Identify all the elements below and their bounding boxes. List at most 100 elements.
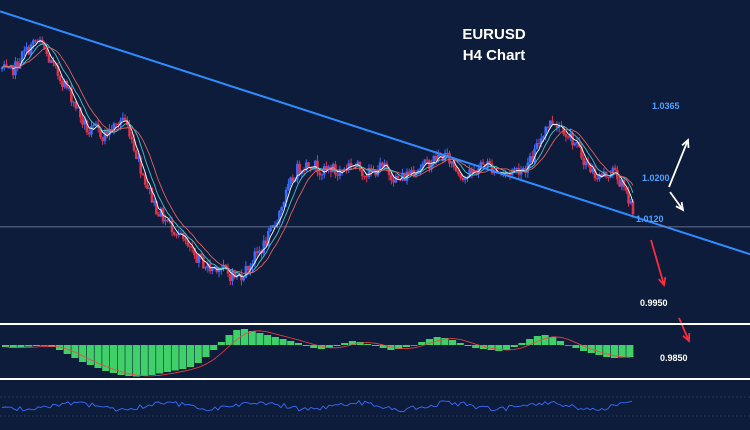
candle-body — [450, 161, 454, 164]
candle-body — [128, 124, 131, 137]
macd-bar — [348, 341, 356, 345]
macd-bar — [472, 345, 480, 348]
macd-bar — [186, 345, 195, 367]
macd-bar — [294, 343, 302, 345]
candle-body — [244, 266, 248, 278]
candle-body — [32, 40, 35, 45]
candle-body — [177, 233, 181, 236]
candle-body — [206, 263, 210, 268]
panel-divider-top — [0, 323, 750, 325]
candle-body — [374, 169, 377, 176]
candle-body — [591, 169, 595, 173]
candle-body — [90, 125, 93, 135]
candle-body — [302, 170, 306, 172]
macd-bar — [140, 345, 148, 376]
candle-body — [251, 263, 254, 266]
candle-body — [155, 200, 158, 215]
candle-body — [513, 168, 516, 171]
candle-body — [195, 255, 198, 263]
candle-body — [385, 163, 389, 170]
candle-body — [23, 50, 26, 52]
macd-bar — [549, 337, 557, 345]
candle-body — [434, 155, 438, 161]
candle-body — [349, 163, 353, 166]
candle-body — [184, 238, 187, 241]
candle-body — [52, 60, 55, 64]
macd-bar — [302, 345, 310, 346]
candle-body — [419, 168, 422, 170]
candle-body — [108, 129, 111, 136]
candle-body — [211, 268, 214, 272]
candle-body — [595, 178, 599, 180]
candle-body — [47, 53, 51, 63]
descending-trendline — [0, 10, 750, 256]
candle-body — [148, 188, 151, 190]
candle-body — [137, 157, 140, 159]
macd-bar — [63, 345, 71, 354]
macd-bar — [580, 345, 588, 351]
candle-body — [222, 264, 225, 269]
candle-body — [197, 253, 201, 263]
macd-bar — [240, 329, 249, 345]
candle-body — [423, 159, 427, 164]
candle-body — [600, 174, 603, 177]
candle-body — [620, 179, 624, 187]
candle-body — [103, 129, 107, 142]
candle-body — [105, 129, 109, 136]
candle-body — [121, 117, 125, 121]
candle-body — [432, 155, 436, 164]
candle-body — [445, 152, 449, 154]
macd-signal-line — [5, 330, 631, 377]
candle-body — [7, 67, 11, 69]
candle-body — [470, 169, 474, 174]
candle-body — [226, 268, 230, 274]
macd-bar — [133, 345, 141, 377]
candle-body — [571, 133, 574, 146]
macd-bar — [102, 345, 110, 371]
candle-body — [255, 251, 259, 254]
candle-body — [152, 200, 156, 203]
candle-body — [564, 134, 568, 137]
candle-body — [217, 269, 221, 272]
candle-body — [461, 177, 465, 180]
candle-body — [316, 160, 319, 173]
candle-body — [443, 152, 447, 161]
macd-bar — [333, 345, 341, 346]
candle-body — [63, 80, 66, 87]
candle-body — [266, 231, 270, 246]
candle-body — [354, 165, 357, 167]
candle-body — [439, 154, 442, 156]
macd-bar — [271, 337, 279, 345]
candle-body — [123, 117, 127, 121]
candle-body — [544, 126, 548, 137]
candle-body — [624, 187, 628, 191]
candle-body — [99, 127, 102, 138]
candle-body — [363, 176, 366, 178]
candle-body — [629, 201, 633, 204]
candle-body — [531, 155, 534, 163]
candle-body — [437, 154, 440, 161]
candle-body — [403, 173, 407, 181]
candle-body — [56, 65, 60, 76]
candle-body — [416, 169, 420, 173]
candle-body — [428, 160, 431, 169]
candle-body — [280, 207, 283, 211]
candle-body — [369, 168, 373, 173]
candle-body — [611, 167, 615, 176]
candle-body — [305, 162, 308, 171]
candle-body — [14, 61, 17, 76]
candle-body — [378, 162, 382, 171]
candle-body — [273, 224, 277, 226]
up-arrow-retrace — [669, 191, 685, 212]
candle-body — [307, 162, 310, 168]
macd-bar — [487, 345, 495, 350]
candle-body — [515, 167, 518, 169]
candle-body — [228, 273, 232, 281]
candle-body — [172, 232, 176, 235]
candle-body — [414, 172, 418, 176]
macd-bar — [163, 345, 171, 372]
macd-bar — [86, 345, 94, 365]
candle-body — [43, 42, 46, 50]
macd-bar — [55, 345, 64, 350]
